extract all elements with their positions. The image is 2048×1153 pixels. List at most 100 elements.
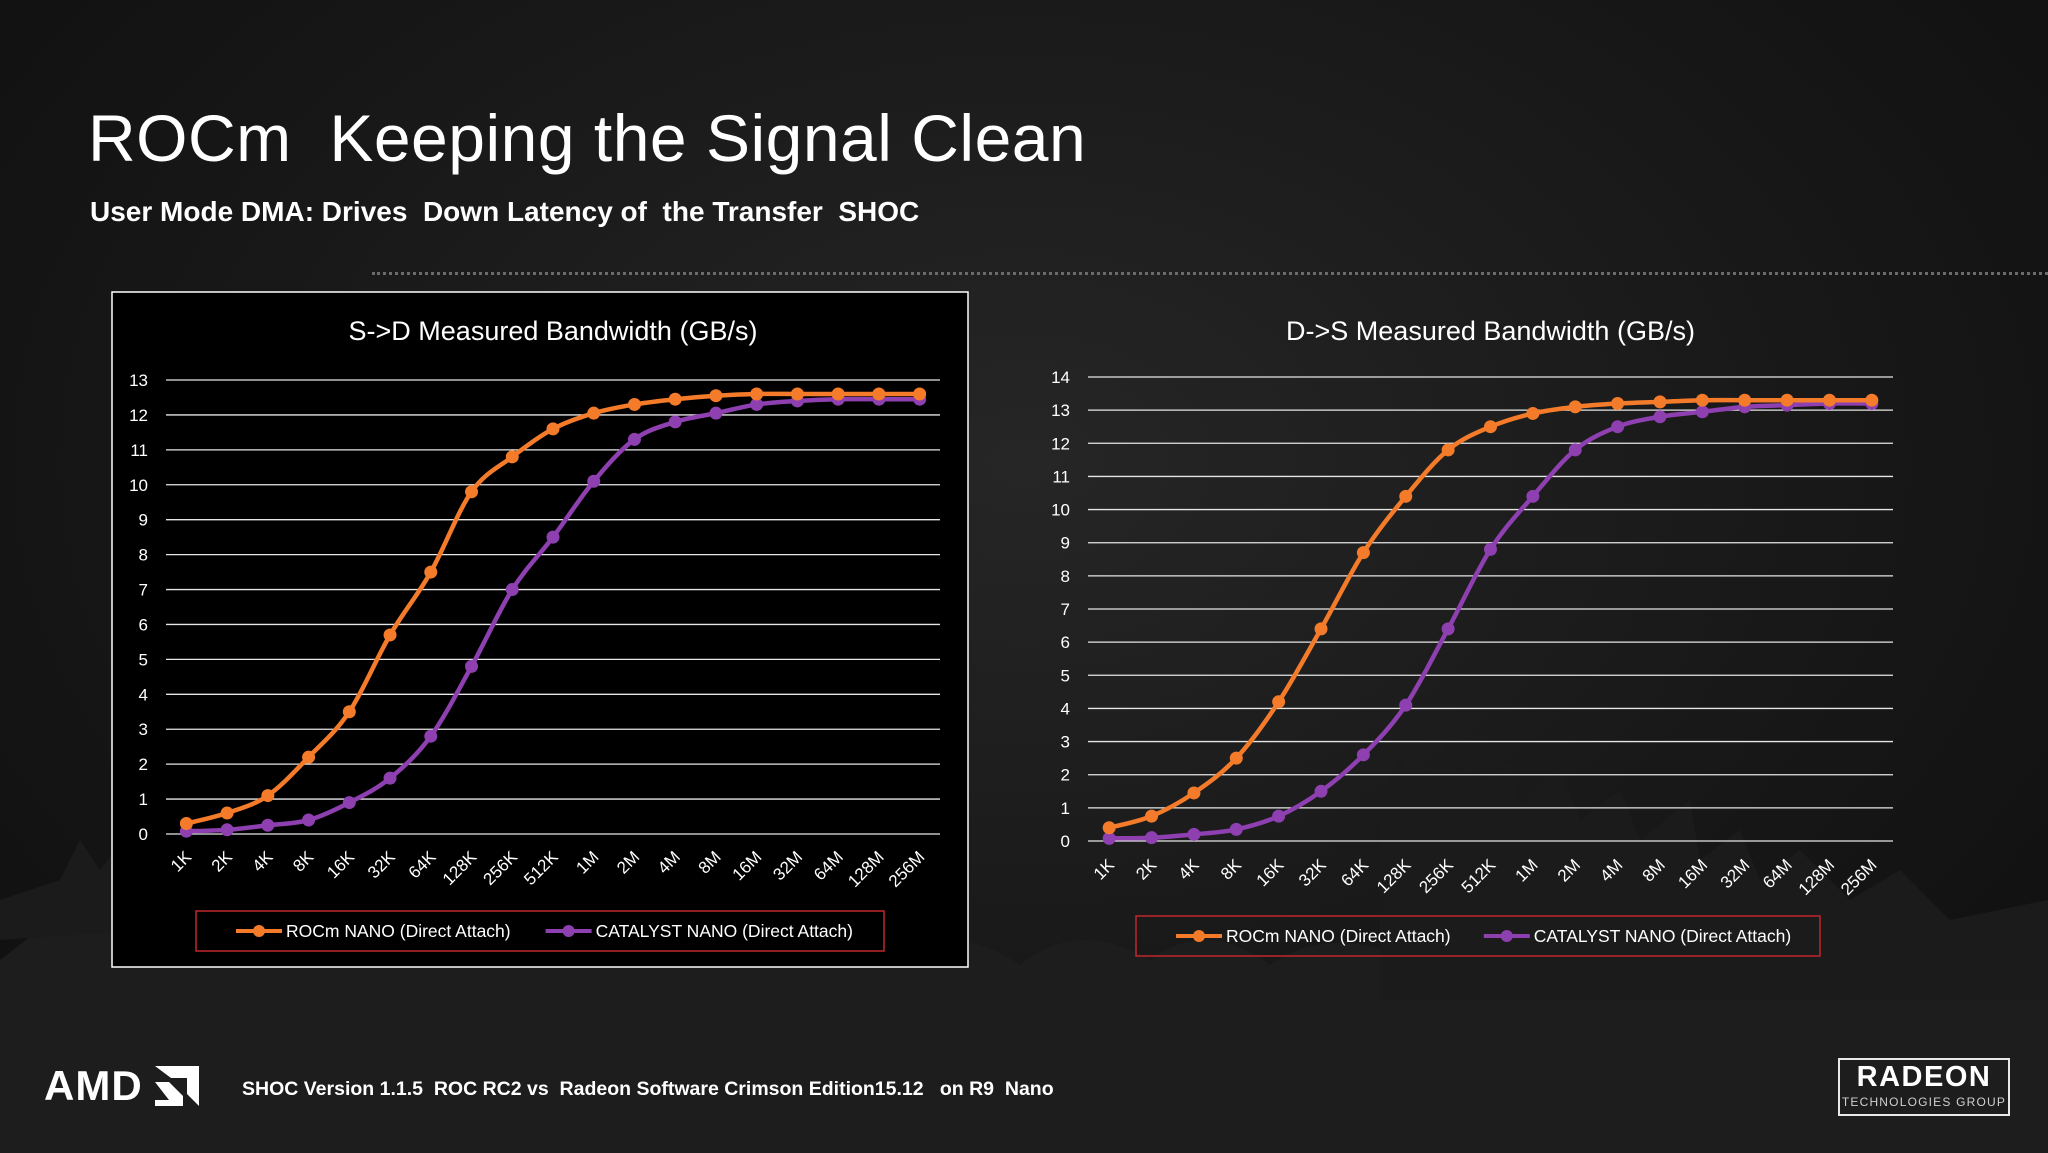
data-point-rocm [831, 387, 845, 401]
data-point-rocm [1229, 751, 1243, 765]
data-point-rocm [1356, 546, 1370, 560]
data-point-rocm [383, 628, 397, 642]
data-point-rocm [261, 789, 275, 803]
y-tick-label: 2 [1061, 766, 1070, 785]
series-line-rocm [1108, 397, 1872, 830]
footer-note: SHOC Version 1.1.5 ROC RC2 vs Radeon Sof… [242, 1078, 1054, 1100]
data-point-rocm [750, 387, 764, 401]
data-point-catalyst [750, 397, 764, 411]
y-tick-label: 5 [1061, 666, 1070, 685]
y-tick-label: 12 [129, 406, 148, 425]
x-tick-label: 1M [1512, 855, 1542, 885]
slide-title: ROCm Keeping the Signal Clean [88, 101, 1087, 175]
data-point-rocm [587, 406, 601, 420]
slide-subtitle: User Mode DMA: Drives Down Latency of th… [90, 196, 920, 227]
radeon-logo-subtext: TECHNOLOGIES GROUP [1841, 1095, 2007, 1109]
data-point-rocm [1441, 443, 1455, 457]
y-tick-label: 9 [139, 511, 148, 530]
x-tick-label: 4M [1596, 855, 1626, 885]
data-point-catalyst [1526, 489, 1540, 503]
data-point-rocm [1187, 786, 1201, 800]
data-point-catalyst [1441, 622, 1455, 636]
data-point-rocm [546, 422, 560, 436]
data-point-rocm [342, 705, 356, 719]
legend-swatch-marker [1500, 930, 1513, 942]
legend-box [195, 910, 885, 952]
data-point-catalyst [1356, 748, 1370, 762]
data-point-rocm [465, 485, 479, 499]
data-point-rocm [1780, 393, 1794, 407]
data-point-catalyst [1187, 827, 1201, 841]
y-tick-label: 12 [1051, 434, 1070, 453]
x-tick-label: 32M [1717, 855, 1754, 892]
chart-title: D->S Measured Bandwidth (GB/s) [1286, 316, 1695, 346]
x-tick-label: 4K [1175, 855, 1204, 884]
data-point-catalyst [465, 659, 479, 673]
data-point-catalyst [1484, 542, 1497, 556]
data-point-catalyst [1272, 809, 1286, 823]
data-point-rocm [1738, 393, 1752, 407]
y-tick-label: 6 [1061, 633, 1070, 652]
data-point-rocm [424, 565, 438, 579]
data-point-rocm [1272, 695, 1286, 709]
data-point-rocm [1865, 393, 1879, 407]
amd-arrow-icon [154, 1066, 199, 1106]
legend-swatch-marker [1193, 930, 1205, 942]
data-point-catalyst [1611, 420, 1625, 434]
y-tick-label: 8 [1061, 567, 1070, 586]
x-tick-label: 1K [1090, 855, 1119, 884]
data-point-rocm [1526, 406, 1540, 420]
data-point-rocm [1568, 400, 1582, 414]
data-point-rocm [1484, 420, 1497, 434]
data-point-rocm [709, 389, 723, 403]
data-point-catalyst [1102, 831, 1116, 845]
y-tick-label: 5 [139, 650, 148, 669]
x-tick-label: 2M [1554, 855, 1584, 885]
x-tick-label: 64K [1337, 855, 1372, 890]
x-tick-label: 128K [1373, 855, 1415, 897]
y-tick-label: 6 [139, 615, 148, 634]
data-point-catalyst [342, 796, 356, 810]
data-point-catalyst [1145, 831, 1159, 845]
y-tick-label: 13 [129, 371, 148, 390]
y-tick-label: 7 [139, 581, 148, 600]
y-tick-label: 13 [1051, 401, 1070, 420]
amd-logo: AMD [44, 1065, 199, 1107]
data-point-rocm [302, 750, 316, 764]
data-point-rocm [913, 387, 927, 401]
data-point-catalyst [302, 813, 316, 827]
data-point-catalyst [220, 823, 234, 837]
y-tick-label: 0 [1061, 832, 1070, 851]
data-point-catalyst [1399, 698, 1413, 712]
chart-2: D->S Measured Bandwidth (GB/s)0123456789… [1051, 316, 1893, 957]
data-point-rocm [1314, 622, 1328, 636]
legend-label: ROCm NANO (Direct Attach) [1226, 926, 1451, 946]
legend-swatch-marker [253, 925, 265, 937]
data-point-catalyst [383, 771, 397, 785]
x-tick-label: 16M [1674, 855, 1711, 892]
legend-label: CATALYST NANO (Direct Attach) [596, 921, 853, 941]
radeon-logo-text: RADEON [1856, 1061, 1992, 1093]
data-point-catalyst [1568, 443, 1582, 457]
radeon-logo: RADEON TECHNOLOGIES GROUP [1838, 1058, 2010, 1116]
x-tick-label: 2K [1132, 855, 1161, 884]
data-point-rocm [1822, 393, 1836, 407]
x-tick-label: 8M [1639, 855, 1669, 885]
y-tick-label: 8 [139, 546, 148, 565]
chart-1: S->D Measured Bandwidth (GB/s)0123456789… [111, 291, 969, 968]
data-point-catalyst [1653, 410, 1667, 424]
y-tick-label: 2 [139, 755, 148, 774]
x-tick-label: 256K [1415, 855, 1457, 897]
y-tick-label: 3 [1061, 733, 1070, 752]
x-tick-label: 8K [1217, 855, 1246, 884]
data-point-catalyst [261, 818, 275, 832]
data-point-rocm [220, 806, 234, 820]
y-tick-label: 11 [1052, 467, 1070, 486]
y-tick-label: 10 [129, 476, 148, 495]
x-tick-label: 128M [1795, 855, 1839, 899]
legend-label: ROCm NANO (Direct Attach) [286, 921, 511, 941]
data-point-catalyst [505, 583, 519, 597]
x-tick-label: 512K [1458, 855, 1500, 897]
data-point-catalyst [1229, 822, 1243, 836]
